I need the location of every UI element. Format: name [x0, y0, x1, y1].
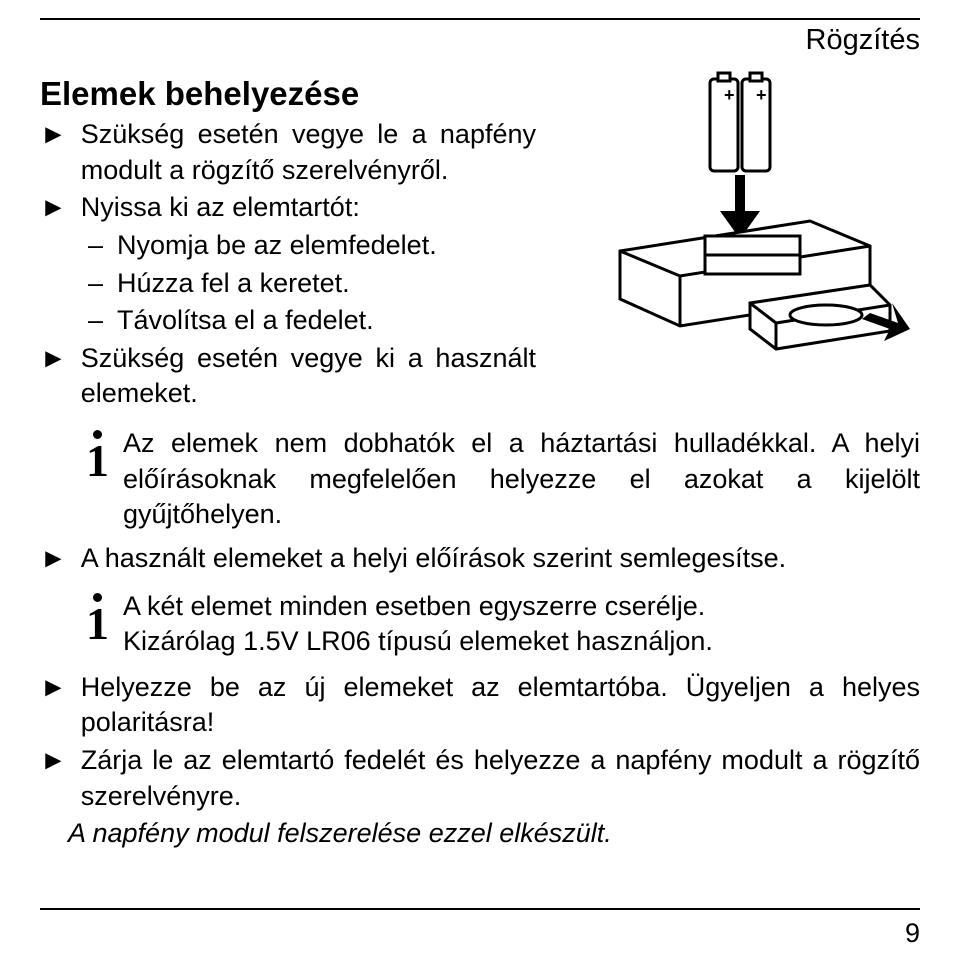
dash-marker-icon: –: [88, 228, 103, 264]
footer-rule: [40, 908, 920, 910]
illustration-column: + +: [560, 71, 920, 361]
intro-row: ► Szükség esetén vegye le a napfény modu…: [40, 117, 920, 414]
bullet-marker-icon: ►: [40, 541, 67, 577]
list-item-text: Helyezze be az új elemeket az elemtartób…: [81, 670, 920, 741]
list-item: ► Helyezze be az új elemeket az elemtart…: [40, 670, 920, 741]
svg-text:+: +: [756, 85, 767, 105]
info-block: 1 A két elemet minden esetben egyszerre …: [86, 589, 920, 660]
closing-text: A napfény modul felszerelése ezzel elkés…: [68, 816, 612, 852]
list-item: – Nyomja be az elemfedelet.: [88, 228, 536, 264]
mid-bullet-list: ► A használt elemeket a helyi előírások …: [40, 541, 920, 577]
list-item: ► A használt elemeket a helyi előírások …: [40, 541, 920, 577]
list-item: – Húzza fel a keretet.: [88, 266, 536, 302]
battery-compartment-icon: + +: [570, 71, 910, 361]
full-width-content: 1 Az elemek nem dobhatók el a háztartási…: [40, 426, 920, 852]
list-item: ► Szükség esetén vegye ki a használt ele…: [40, 341, 536, 412]
info-icon: 1: [86, 426, 109, 533]
intro-bullet-list: ► Szükség esetén vegye le a napfény modu…: [40, 117, 536, 226]
bullet-marker-icon: ►: [40, 190, 67, 226]
list-item-text: A használt elemeket a helyi előírások sz…: [81, 541, 786, 577]
info-text: A két elemet minden esetben egyszerre cs…: [123, 589, 713, 660]
info-line: A két elemet minden esetben egyszerre cs…: [123, 591, 705, 621]
bullet-marker-icon: ►: [40, 743, 67, 814]
list-item: – Távolítsa el a fedelet.: [88, 303, 536, 339]
post-dash-bullet-list: ► Szükség esetén vegye ki a használt ele…: [40, 341, 536, 412]
bullet-marker-icon: ►: [40, 341, 67, 412]
dash-marker-icon: –: [88, 303, 103, 339]
dash-list: – Nyomja be az elemfedelet. – Húzza fel …: [88, 228, 536, 339]
list-item-text: Távolítsa el a fedelet.: [117, 303, 374, 339]
list-item-text: Szükség esetén vegye le a napfény modult…: [81, 117, 536, 188]
info-icon: 1: [86, 589, 109, 660]
bullet-marker-icon: ►: [40, 117, 67, 188]
page-footer: 9: [40, 908, 920, 949]
closing-line: A napfény modul felszerelése ezzel elkés…: [68, 816, 920, 852]
info-block: 1 Az elemek nem dobhatók el a háztartási…: [86, 426, 920, 533]
page-number: 9: [40, 918, 920, 949]
bullet-marker-icon: ►: [40, 670, 67, 741]
intro-text-column: ► Szükség esetén vegye le a napfény modu…: [40, 117, 536, 414]
list-item: ► Zárja le az elemtartó fedelét és helye…: [40, 743, 920, 814]
list-item-text: Nyomja be az elemfedelet.: [117, 228, 437, 264]
list-item-text: Nyissa ki az elemtartót:: [81, 190, 360, 226]
list-item-text: Zárja le az elemtartó fedelét és helyezz…: [81, 743, 920, 814]
list-item-text: Húzza fel a keretet.: [117, 266, 350, 302]
dash-marker-icon: –: [88, 266, 103, 302]
manual-page: Rögzítés Elemek behelyezése ► Szükség es…: [0, 0, 960, 852]
list-item: ► Nyissa ki az elemtartót:: [40, 190, 536, 226]
list-item-text: Szükség esetén vegye ki a használt eleme…: [81, 341, 536, 412]
info-line: Kizárólag 1.5V LR06 típusú elemeket hasz…: [123, 626, 713, 656]
section-header: Rögzítés: [40, 24, 920, 57]
header-rule: [40, 18, 920, 20]
end-bullet-list: ► Helyezze be az új elemeket az elemtart…: [40, 670, 920, 815]
info-text: Az elemek nem dobhatók el a háztartási h…: [123, 426, 920, 533]
list-item: ► Szükség esetén vegye le a napfény modu…: [40, 117, 536, 188]
svg-text:+: +: [724, 85, 735, 105]
